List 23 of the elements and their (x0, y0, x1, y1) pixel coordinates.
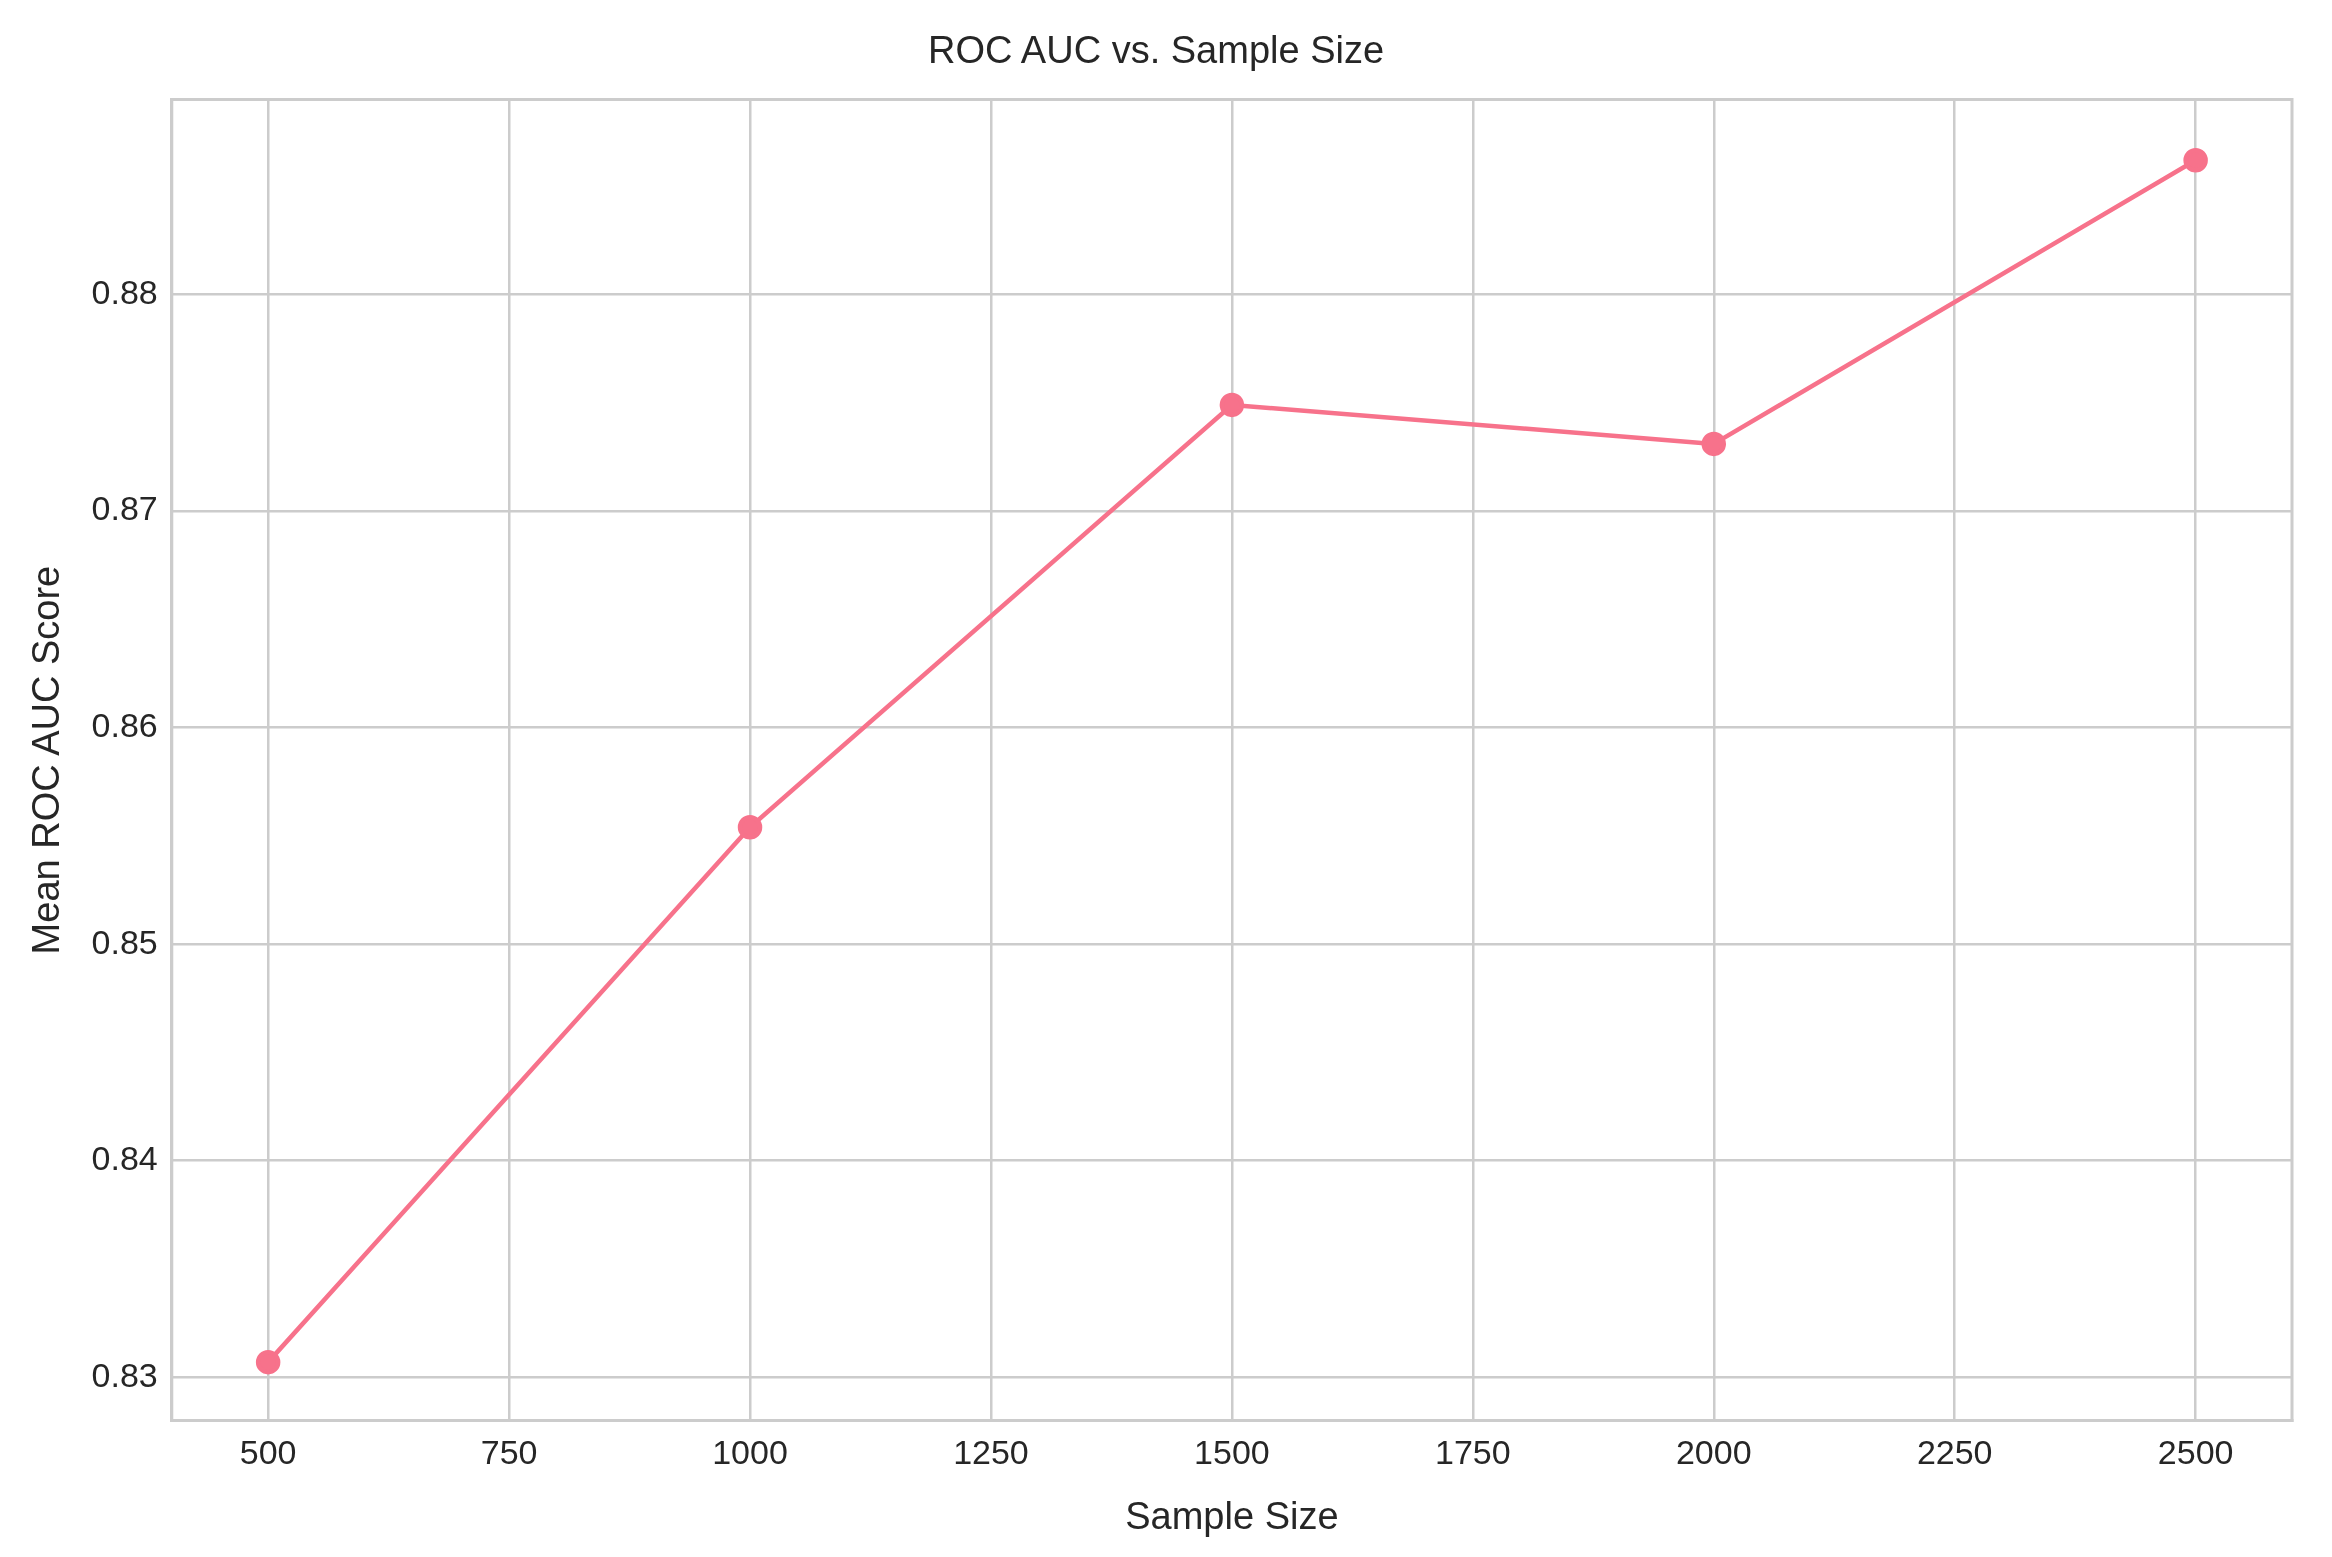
point (1701, 431, 1727, 457)
x-tick-label: 2500 (2157, 1433, 2234, 1472)
chart-title: ROC AUC vs. Sample Size (927, 29, 1385, 72)
y-tick-label: 0.88 (91, 272, 158, 311)
y-axis-title: Mean ROC AUC Score (25, 565, 68, 955)
x-tick-label: 1500 (1194, 1433, 1270, 1472)
y-tick-label: 0.83 (91, 1355, 158, 1394)
x-tick-label: 500 (239, 1433, 297, 1472)
point (255, 1349, 281, 1375)
x-tick-label: 2000 (1675, 1433, 1752, 1472)
point (737, 814, 763, 840)
x-axis-title: Sample Size (1125, 1494, 1339, 1537)
x-tick-label: 750 (480, 1433, 538, 1472)
point (2183, 147, 2208, 173)
x-tick-label: 2250 (1916, 1433, 1993, 1472)
x-tick-label: 1750 (1435, 1433, 1511, 1472)
y-tick-label: 0.85 (91, 922, 158, 961)
point (1219, 392, 1245, 418)
y-tick-label: 0.84 (91, 1139, 158, 1178)
y-tick-label: 0.87 (91, 489, 158, 528)
x-tick-label: 1000 (712, 1433, 788, 1472)
x-tick-label: 1250 (953, 1433, 1029, 1472)
y-tick-label: 0.86 (91, 705, 158, 744)
